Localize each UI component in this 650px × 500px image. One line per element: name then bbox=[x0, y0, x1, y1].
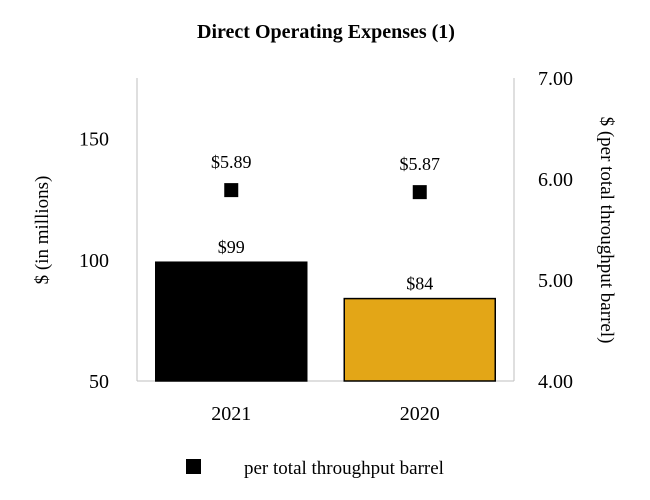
legend: per total throughput barrel bbox=[186, 458, 444, 479]
chart-title: Direct Operating Expenses (1) bbox=[197, 21, 455, 43]
marker-2021 bbox=[224, 183, 239, 198]
right-axis-label: $ (per total throughput barrel) bbox=[596, 117, 617, 344]
x-axis-ticks: 2021 2020 bbox=[211, 403, 440, 425]
x-tick-label: 2021 bbox=[211, 403, 251, 425]
right-axis-ticks: 4.00 5.00 6.00 7.00 bbox=[538, 68, 573, 393]
bar-value-label: $99 bbox=[218, 237, 245, 257]
bar-2021 bbox=[155, 261, 308, 382]
marker-2020 bbox=[412, 185, 427, 200]
x-tick-label: 2020 bbox=[400, 403, 440, 425]
bar-value-label: $84 bbox=[406, 274, 433, 294]
left-tick-label: 50 bbox=[89, 371, 109, 393]
right-tick-label: 6.00 bbox=[538, 169, 573, 191]
left-axis-ticks: 50 100 150 bbox=[79, 129, 109, 393]
right-tick-label: 4.00 bbox=[538, 371, 573, 393]
left-tick-label: 100 bbox=[79, 250, 109, 272]
marker-series: $5.89 $5.87 bbox=[211, 152, 441, 200]
legend-marker bbox=[186, 459, 201, 474]
right-tick-label: 7.00 bbox=[538, 68, 573, 90]
marker-value-label: $5.89 bbox=[211, 152, 252, 172]
left-tick-label: 150 bbox=[79, 129, 109, 151]
right-tick-label: 5.00 bbox=[538, 270, 573, 292]
left-axis-label: $ (in millions) bbox=[32, 176, 53, 285]
bar-series: $99 $84 bbox=[155, 237, 496, 382]
marker-value-label: $5.87 bbox=[400, 154, 441, 174]
legend-label: per total throughput barrel bbox=[244, 458, 444, 479]
bar-2020 bbox=[343, 297, 496, 382]
